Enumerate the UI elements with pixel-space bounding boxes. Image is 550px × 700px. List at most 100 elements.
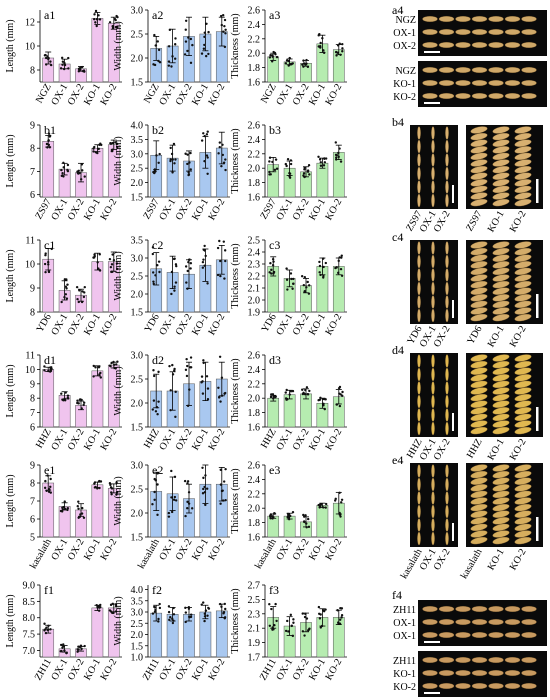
data-point [169, 408, 172, 412]
data-point [173, 57, 177, 60]
y-tick-label: 1.6 [248, 78, 261, 89]
data-point [335, 153, 339, 157]
data-point [158, 270, 161, 274]
y-tick-label: 2.5 [248, 236, 261, 247]
grain [488, 80, 504, 86]
grain [455, 606, 471, 612]
grain [438, 29, 455, 35]
data-point [301, 392, 305, 396]
x-tick-label: KO-2 [98, 657, 119, 682]
data-point [92, 364, 95, 368]
grain [514, 354, 532, 362]
data-point [324, 608, 327, 611]
data-point [60, 649, 63, 653]
grain [492, 536, 510, 545]
grain [470, 477, 488, 485]
data-point [204, 503, 207, 507]
data-point [94, 151, 98, 154]
grain [514, 470, 532, 479]
grain [470, 274, 488, 282]
data-point [169, 159, 172, 163]
grain [431, 367, 435, 382]
data-point [206, 172, 209, 175]
data-point [322, 51, 326, 55]
data-point [76, 399, 79, 402]
data-point [111, 611, 114, 615]
grain [504, 16, 521, 22]
data-point [64, 391, 67, 394]
data-point [321, 37, 324, 40]
grain [470, 132, 488, 141]
panel-label: d2 [152, 353, 164, 367]
grain [488, 29, 504, 35]
data-point [224, 168, 227, 172]
y-tick-label: 8 [30, 394, 35, 405]
grain [470, 280, 488, 289]
data-point [167, 511, 171, 515]
y-tick-label: 6 [30, 423, 35, 434]
data-point [170, 270, 174, 274]
y-tick-label: 3.0 [131, 6, 144, 17]
data-point [43, 262, 47, 266]
data-point [302, 172, 306, 175]
data-point [305, 58, 308, 62]
data-point [96, 487, 99, 490]
y-tick-label: 11 [25, 236, 35, 247]
grain [470, 393, 488, 402]
data-point [222, 480, 226, 483]
data-point [287, 518, 291, 521]
data-point [76, 171, 80, 175]
data-point [184, 19, 188, 22]
data-point [323, 397, 326, 401]
data-point [319, 396, 322, 399]
data-point [319, 273, 322, 277]
data-point [189, 262, 193, 265]
data-point [63, 507, 67, 511]
grain [470, 126, 488, 134]
data-point [223, 616, 227, 619]
grain [492, 267, 510, 276]
grain [470, 261, 488, 269]
y-tick-label: 1.5 [131, 533, 144, 544]
data-point [285, 267, 288, 270]
data-point [289, 390, 293, 393]
data-point [154, 410, 158, 413]
grain [488, 619, 504, 625]
data-point [47, 57, 50, 61]
grain [445, 381, 449, 395]
data-point [219, 400, 222, 403]
data-point [292, 282, 295, 285]
data-point [306, 392, 309, 396]
data-point [339, 618, 342, 621]
grain [417, 477, 421, 492]
y-tick-label: 4.0 [131, 121, 144, 132]
data-point [168, 618, 171, 622]
grain [492, 464, 510, 472]
y-axis-label: Width (mm) [113, 251, 124, 300]
grain [417, 180, 421, 194]
grain-row-label: OX-2 [393, 41, 416, 52]
data-point [223, 24, 226, 28]
data-point [201, 492, 205, 495]
data-point [224, 607, 227, 611]
grain [455, 67, 471, 73]
data-point [202, 258, 205, 261]
data-point [286, 288, 289, 291]
grain [438, 16, 455, 22]
grain [514, 536, 532, 545]
data-point [76, 650, 79, 653]
y-tick-label: 3.0 [131, 608, 144, 619]
grain [492, 380, 510, 389]
grain-row-label: KO-1 [393, 79, 416, 90]
scale-bar [536, 179, 539, 203]
data-point [318, 260, 321, 264]
y-tick-label: 3.0 [131, 149, 144, 160]
data-point [303, 290, 306, 293]
grain [470, 247, 488, 256]
data-point [186, 482, 189, 485]
